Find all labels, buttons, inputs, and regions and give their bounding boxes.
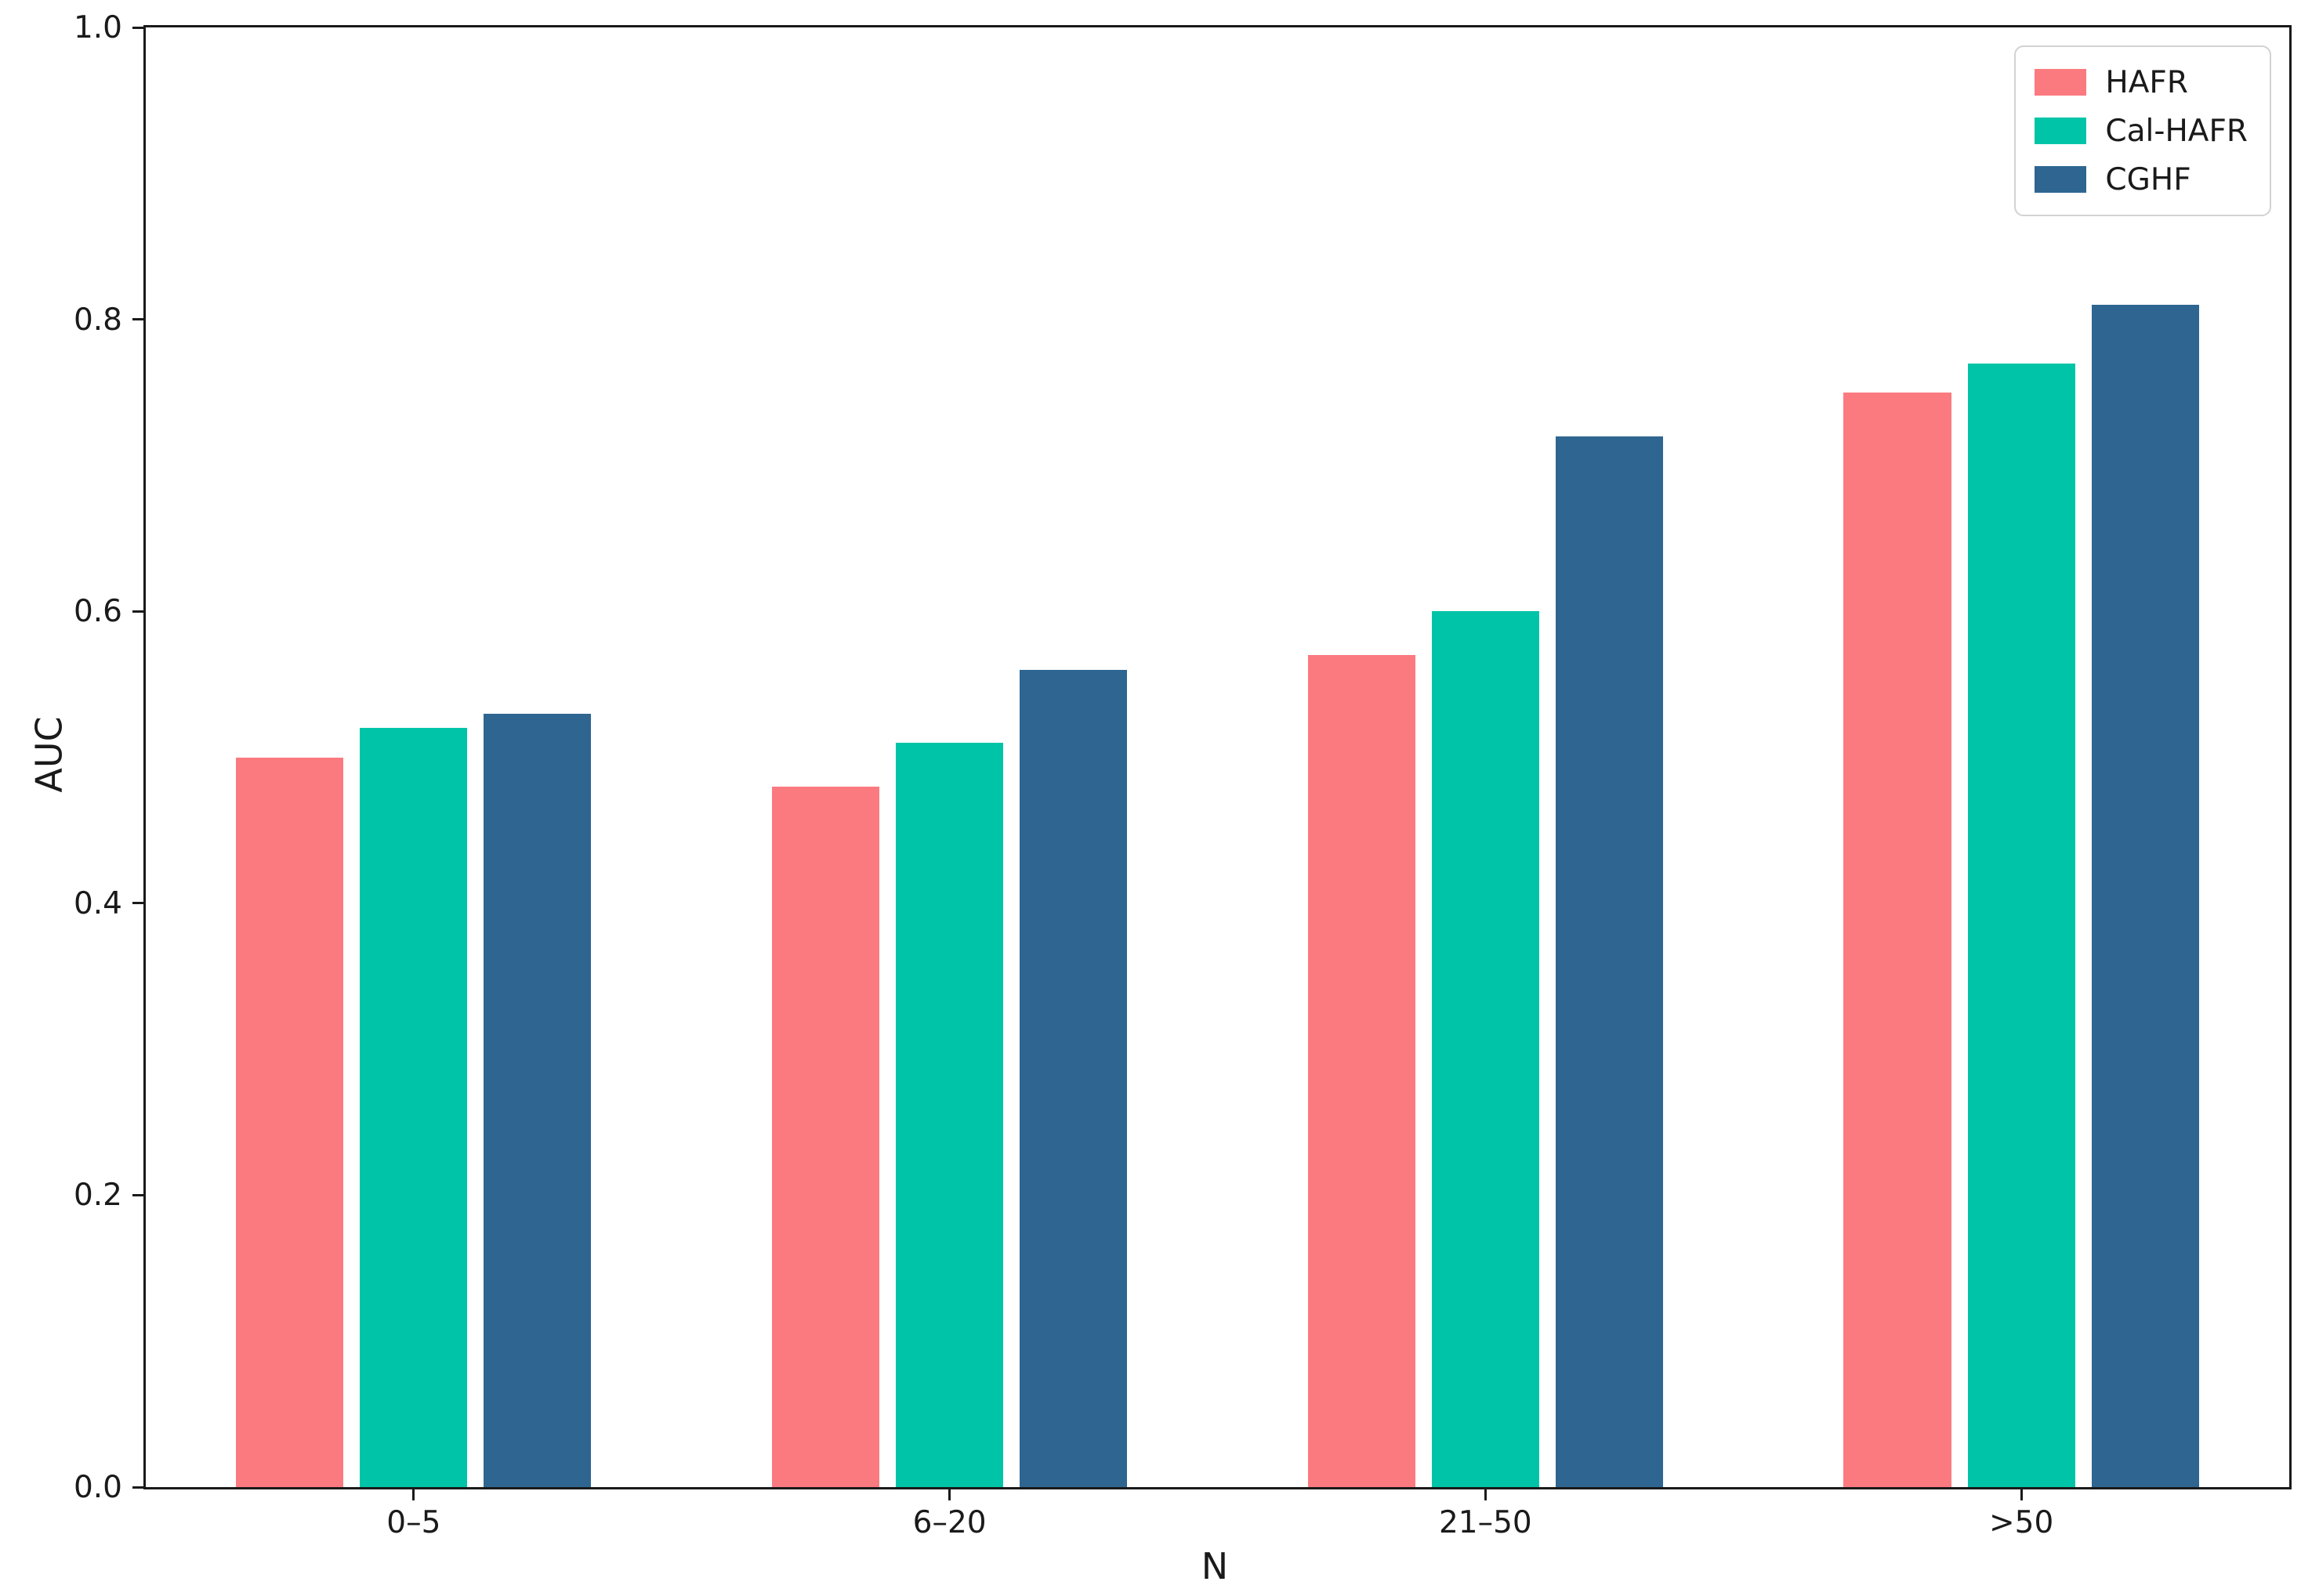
x-tick-label: 0–5 <box>386 1505 441 1540</box>
x-tick-label: 21–50 <box>1438 1505 1532 1540</box>
y-tick-mark <box>132 902 146 905</box>
bar-cal-hafr-21–50 <box>1431 611 1539 1487</box>
y-tick-mark <box>132 318 146 321</box>
legend-label-cghf: CGHF <box>2105 161 2191 197</box>
y-tick-mark <box>132 610 146 613</box>
y-tick-label: 0.4 <box>73 885 122 921</box>
y-tick-mark <box>132 1193 146 1196</box>
legend-item-cghf: CGHF <box>2035 161 2248 197</box>
y-tick-mark <box>132 26 146 29</box>
x-tick-label: >50 <box>1988 1505 2054 1540</box>
bar-cghf-6–20 <box>1020 669 1128 1487</box>
bar-hafr-6–20 <box>771 786 880 1487</box>
bar-hafr-21–50 <box>1307 655 1415 1487</box>
legend-swatch-hafr <box>2035 69 2087 96</box>
y-tick-label: 0.0 <box>73 1470 122 1505</box>
legend-item-cal-hafr: Cal-HAFR <box>2035 113 2248 149</box>
bar-cal-hafr-0–5 <box>360 728 468 1487</box>
y-tick-label: 1.0 <box>73 10 122 45</box>
x-tick-mark <box>2020 1487 2023 1500</box>
x-axis-label: N <box>1201 1545 1229 1587</box>
bar-cghf-21–50 <box>1555 436 1663 1487</box>
legend-item-hafr: HAFR <box>2035 64 2248 100</box>
legend-label-cal-hafr: Cal-HAFR <box>2105 113 2248 149</box>
y-tick-label: 0.6 <box>73 594 122 630</box>
bar-cal-hafr->50 <box>1967 363 2075 1487</box>
y-tick-label: 0.8 <box>73 302 122 338</box>
x-tick-mark <box>412 1487 415 1500</box>
bar-cghf-0–5 <box>484 713 592 1487</box>
x-tick-label: 6–20 <box>912 1505 987 1540</box>
y-tick-label: 0.2 <box>73 1178 122 1214</box>
y-tick-mark <box>132 1486 146 1489</box>
bar-hafr->50 <box>1843 392 1951 1487</box>
x-tick-mark <box>948 1487 951 1500</box>
bar-hafr-0–5 <box>236 757 344 1487</box>
x-tick-mark <box>1484 1487 1487 1500</box>
legend-label-hafr: HAFR <box>2105 64 2188 100</box>
plot-area: 0–5 6–20 21–50 >50 0.0 0.2 0.4 0.6 0.8 1.0 <box>74 13 2292 1538</box>
legend: HAFR Cal-HAFR CGHF <box>2014 45 2271 216</box>
y-axis-label: AUC <box>27 716 71 793</box>
legend-swatch-cal-hafr <box>2035 118 2087 144</box>
legend-swatch-cghf <box>2035 166 2087 193</box>
bar-cghf->50 <box>2091 304 2199 1487</box>
bar-cal-hafr-6–20 <box>896 742 1004 1487</box>
